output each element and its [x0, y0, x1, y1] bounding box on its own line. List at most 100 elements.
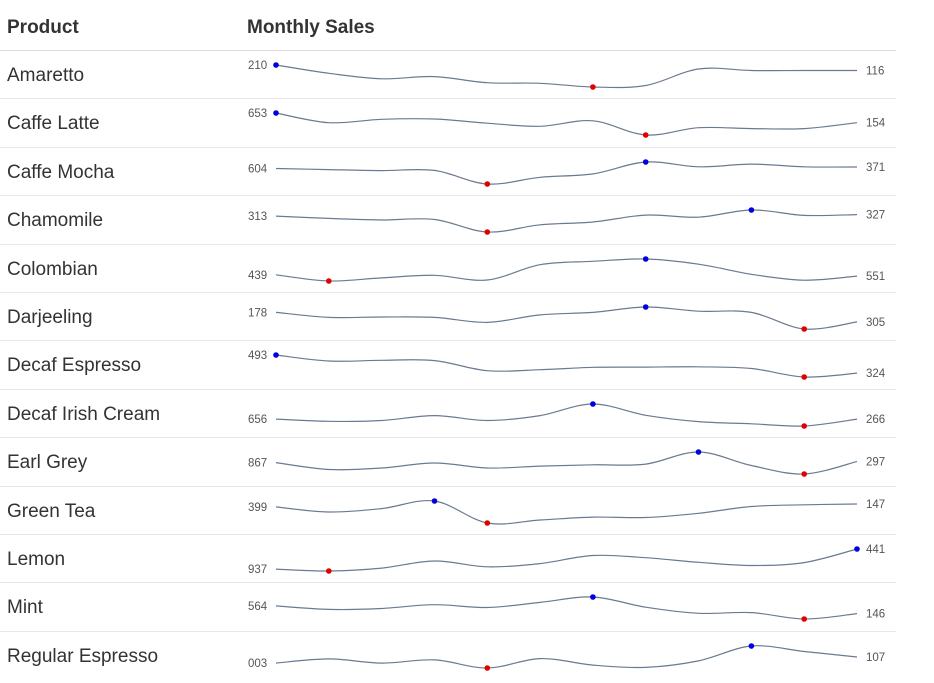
max-point [642, 304, 649, 310]
min-point [326, 277, 332, 284]
table-row: Chamomile 313 327 [0, 196, 896, 245]
min-point [484, 519, 491, 526]
max-point [748, 642, 755, 649]
end-value-label: 297 [866, 457, 885, 469]
product-name: Darjeeling [7, 306, 93, 328]
start-value-label: 656 [248, 414, 267, 426]
sparkline-chart: 653 154 [248, 108, 886, 139]
end-value-label: 266 [866, 414, 885, 426]
end-value-label: 305 [866, 317, 885, 329]
sparkline-chart: 564 146 [248, 594, 885, 623]
start-value-label: 493 [248, 350, 267, 362]
sales-line [275, 644, 858, 669]
sparkline-chart: 604 371 [248, 158, 885, 187]
max-point [590, 594, 596, 601]
end-value-label: 107 [866, 652, 885, 664]
sales-line [275, 64, 857, 89]
min-point [801, 374, 807, 381]
product-name: Regular Espresso [7, 645, 159, 667]
table-row: Lemon 937 441 [0, 535, 896, 584]
start-value-label: 210 [248, 60, 267, 72]
sales-line [275, 596, 858, 620]
sales-line [275, 257, 858, 282]
end-value-label: 154 [866, 118, 886, 130]
end-value-label: 327 [866, 210, 885, 222]
max-point [431, 497, 438, 504]
sales-line [275, 112, 858, 137]
start-value-label: 178 [248, 307, 267, 319]
sparkline-chart: 399 147 [248, 497, 885, 526]
table-row: Decaf Espresso 493 324 [0, 341, 896, 390]
product-name: Mint [7, 597, 43, 619]
product-name: Colombian [7, 258, 98, 280]
min-point [484, 180, 491, 187]
product-name: Lemon [7, 548, 66, 570]
end-value-label: 147 [866, 499, 885, 511]
max-point [748, 207, 755, 213]
min-point [801, 422, 807, 429]
table-row: Caffe Mocha 604 371 [0, 148, 896, 197]
table-row: Caffe Latte 653 154 [0, 99, 896, 148]
product-name: Caffe Mocha [7, 161, 115, 183]
sparkline-chart: 178 305 [248, 304, 885, 332]
sales-line [275, 161, 858, 185]
start-value-label: 003 [248, 658, 267, 670]
start-value-label: 399 [248, 501, 267, 513]
min-point [484, 229, 491, 235]
table-row: Mint 564 146 [0, 583, 896, 632]
sparkline-chart: 313 327 [248, 207, 885, 235]
product-column-header: Product [7, 17, 79, 38]
sparkline-chart: 210 116 [248, 60, 884, 90]
end-value-label: 551 [866, 271, 885, 283]
max-point [695, 449, 702, 455]
sales-line [275, 209, 858, 233]
monthly-sales-column-header: Monthly Sales [247, 17, 375, 38]
table-row: Decaf Irish Cream 656 266 [0, 390, 896, 439]
start-value-label: 653 [248, 108, 267, 120]
start-value-label: 564 [248, 601, 268, 613]
start-value-label: 937 [248, 564, 267, 576]
sparkline-chart: 493 324 [248, 350, 886, 381]
table-row: Amaretto 210 116 [0, 51, 896, 100]
table-row: Darjeeling 178 305 [0, 293, 896, 342]
product-name: Earl Grey [7, 452, 88, 474]
start-value-label: 439 [248, 269, 267, 281]
min-point [801, 326, 807, 332]
max-point [854, 546, 860, 552]
table-row: Earl Grey 867 297 [0, 438, 896, 487]
min-point [801, 471, 807, 477]
sparkline-chart: 867 297 [248, 449, 885, 477]
sales-line [275, 306, 858, 330]
max-point [273, 352, 279, 359]
product-name: Decaf Espresso [7, 355, 142, 377]
table-body: Amaretto 210 116 Caffe Latte 653 154 Caffe Moc… [0, 51, 896, 680]
max-point [642, 158, 649, 165]
min-point [590, 84, 596, 90]
end-value-label: 441 [866, 544, 885, 556]
max-point [273, 62, 279, 68]
sparkline-chart: 439 551 [248, 255, 885, 284]
table-row: Regular Espresso 003 107 [0, 632, 896, 680]
max-point [273, 110, 279, 117]
sparkline-chart: 937 441 [248, 544, 885, 576]
min-point [326, 568, 332, 574]
end-value-label: 116 [866, 66, 884, 78]
sparkline-chart: 003 107 [248, 642, 885, 671]
product-name: Chamomile [7, 210, 104, 232]
min-point [484, 664, 491, 671]
sales-line [275, 403, 858, 427]
end-value-label: 324 [866, 368, 886, 380]
max-point [590, 400, 596, 407]
table-row: Green Tea 399 147 [0, 487, 896, 535]
product-name: Amaretto [7, 65, 85, 86]
table-row: Colombian 439 551 [0, 245, 896, 293]
product-name: Green Tea [7, 500, 96, 522]
min-point [801, 616, 807, 623]
sales-line [275, 451, 858, 475]
sales-line [275, 499, 858, 525]
product-name: Caffe Latte [7, 113, 100, 135]
start-value-label: 604 [248, 163, 268, 175]
end-value-label: 371 [866, 162, 885, 174]
min-point [642, 132, 649, 139]
max-point [642, 255, 649, 262]
